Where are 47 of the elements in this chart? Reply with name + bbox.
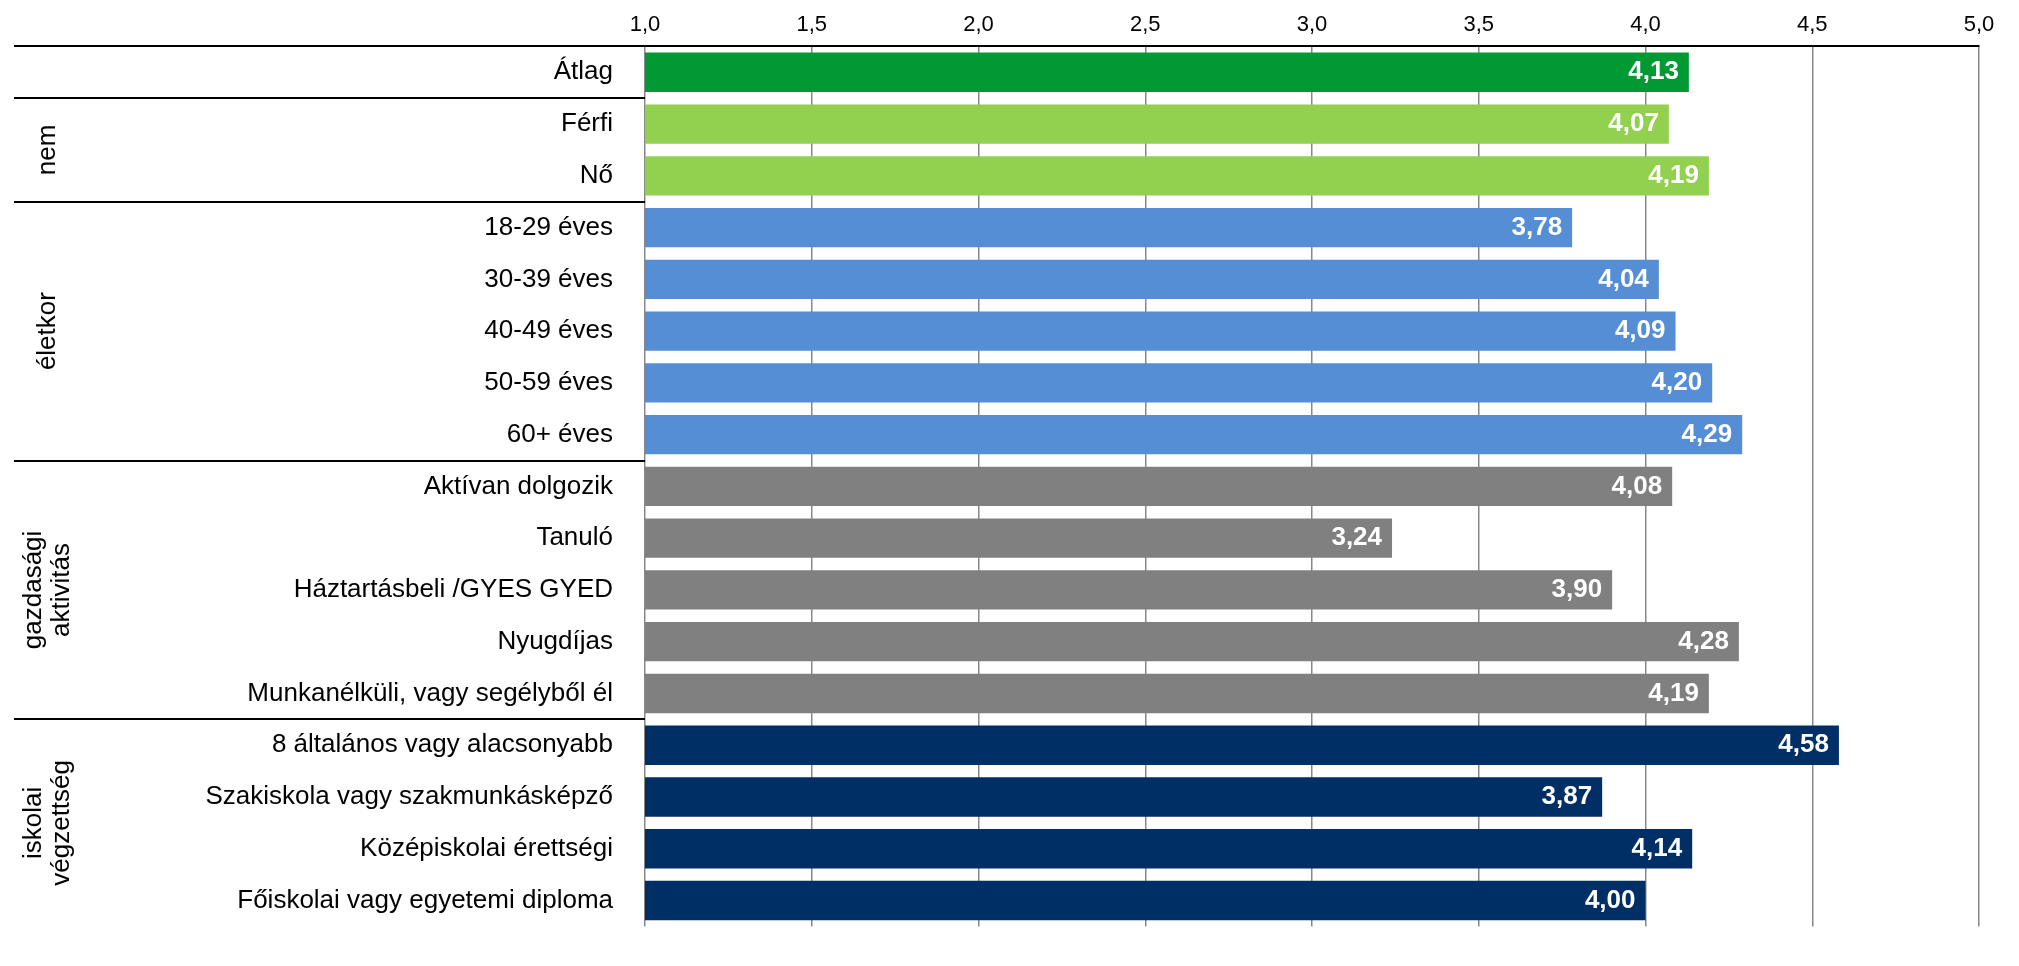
y-tick-label: Átlag [553, 55, 613, 86]
y-tick-label: Szakiskola vagy szakmunkásképző [205, 780, 613, 811]
data-label: 4,58 [1778, 728, 1829, 759]
y-tick-label: Középiskolai érettségi [360, 831, 613, 862]
x-tick-label: 4,5 [1796, 11, 1828, 37]
x-tick-label: 5,0 [1963, 11, 1995, 37]
data-label: 4,07 [1608, 107, 1659, 138]
y-tick-label: Munkanélküli, vagy segélyből él [247, 676, 613, 707]
data-label: 4,08 [1611, 469, 1663, 500]
data-label: 4,09 [1614, 314, 1666, 345]
x-tick-label: 3,0 [1296, 11, 1328, 37]
y-tick-label: Nyugdíjas [497, 624, 613, 655]
y-tick-label: 50-59 éves [484, 366, 613, 397]
data-label: 4,04 [1598, 262, 1650, 293]
data-label: 4,14 [1631, 831, 1683, 862]
text: gazdasági aktivitás [17, 530, 76, 650]
data-label: 3,24 [1331, 521, 1383, 552]
data-label: 3,87 [1541, 780, 1593, 811]
y-tick-label: 60+ éves [506, 417, 613, 448]
y-tick-label: 8 általános vagy alacsonyabb [271, 728, 613, 759]
x-tick-label: 1,5 [796, 11, 828, 37]
x-tick-label: 3,5 [1463, 11, 1495, 37]
y-tick-label: Háztartásbeli /GYES GYED [293, 573, 613, 604]
data-label: 4,19 [1648, 676, 1699, 707]
y-tick-label: 40-49 éves [484, 314, 613, 345]
data-label: 4,20 [1651, 366, 1703, 397]
y-tick-label: Aktívan dolgozik [423, 469, 614, 500]
text: iskolai végzettség [17, 760, 76, 886]
y-tick-label: 18-29 éves [484, 210, 613, 241]
text: nem [31, 124, 62, 176]
x-tick-label: 2,5 [1129, 11, 1161, 37]
data-label: 3,90 [1551, 573, 1603, 604]
data-label: 4,13 [1628, 55, 1679, 86]
data-label: 4,28 [1678, 624, 1729, 655]
x-tick-label: 2,0 [963, 11, 994, 37]
x-tick-label: 4,0 [1630, 11, 1661, 37]
y-tick-label: Tanuló [536, 521, 613, 552]
data-label: 4,00 [1584, 883, 1636, 914]
data-label: 3,78 [1511, 210, 1563, 241]
data-label: 4,19 [1648, 158, 1699, 189]
y-tick-label: Nő [579, 158, 613, 189]
y-tick-label: Férfi [561, 107, 613, 138]
y-tick-label: 30-39 éves [484, 262, 613, 293]
y-tick-label: Főiskolai vagy egyetemi diploma [237, 883, 614, 914]
x-tick-label: 1,0 [629, 11, 661, 37]
data-label: 4,29 [1681, 417, 1733, 448]
text: életkor [31, 291, 62, 371]
